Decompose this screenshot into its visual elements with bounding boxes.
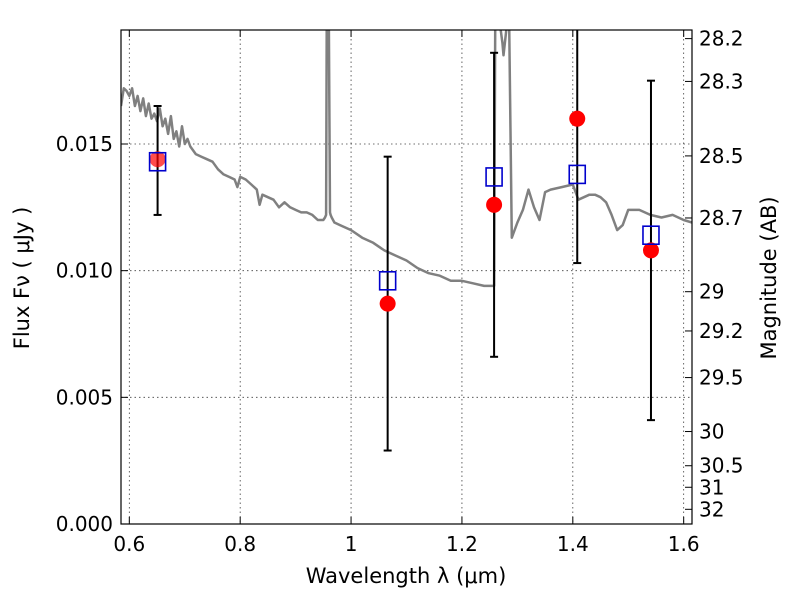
marker-layer — [148, 110, 660, 312]
right-tick-label: 28.3 — [699, 69, 744, 93]
x-tick-label: 0.8 — [224, 532, 256, 556]
y-tick-label: 0.010 — [56, 259, 113, 283]
right-tick-label: 28.7 — [699, 206, 744, 230]
y-axis-label: Flux Fν ( μJy ) — [10, 207, 34, 350]
observed-flux-point — [379, 295, 396, 312]
right-tick-label: 30.5 — [699, 454, 744, 478]
observed-flux-point — [642, 242, 659, 259]
plot-frame — [120, 29, 693, 525]
right-tick-label: 29 — [699, 280, 724, 304]
right-tick-label: 28.5 — [699, 144, 744, 168]
spectrum-layer — [121, 30, 692, 288]
right-tick-label: 32 — [699, 497, 724, 521]
right-tick-label: 29.5 — [699, 366, 744, 390]
tick-layer: 0.6 0.8 1 1.2 1.4 1.6 0.000 0.005 0.010 0.015 28.2… — [56, 27, 744, 556]
model-photometry-square — [485, 167, 503, 187]
model-photometry-square — [642, 225, 660, 245]
x-axis-label: Wavelength λ (μm) — [306, 564, 507, 588]
x-tick-label: 1.6 — [668, 532, 700, 556]
model-photometry-square — [378, 270, 397, 291]
x-tick-label: 0.6 — [113, 532, 145, 556]
right-axis-label: Magnitude (AB) — [757, 196, 781, 359]
x-tick-label: 1.4 — [557, 532, 589, 556]
spectrum-line — [121, 30, 692, 288]
model-photometry-square — [568, 164, 587, 185]
y-tick-label: 0.015 — [56, 132, 113, 156]
right-tick-label: 30 — [699, 420, 724, 444]
right-tick-label: 28.2 — [699, 27, 744, 51]
observed-flux-point — [569, 110, 586, 127]
right-tick-label: 29.2 — [699, 319, 744, 343]
right-tick-label: 31 — [699, 475, 724, 499]
x-tick-label: 1.2 — [446, 532, 478, 556]
observed-flux-point — [149, 151, 166, 168]
model-photometry-square — [148, 151, 167, 172]
y-tick-label: 0.000 — [56, 512, 113, 536]
y-tick-label: 0.005 — [56, 385, 113, 409]
x-tick-label: 1 — [345, 532, 358, 556]
observed-flux-point — [486, 196, 503, 213]
